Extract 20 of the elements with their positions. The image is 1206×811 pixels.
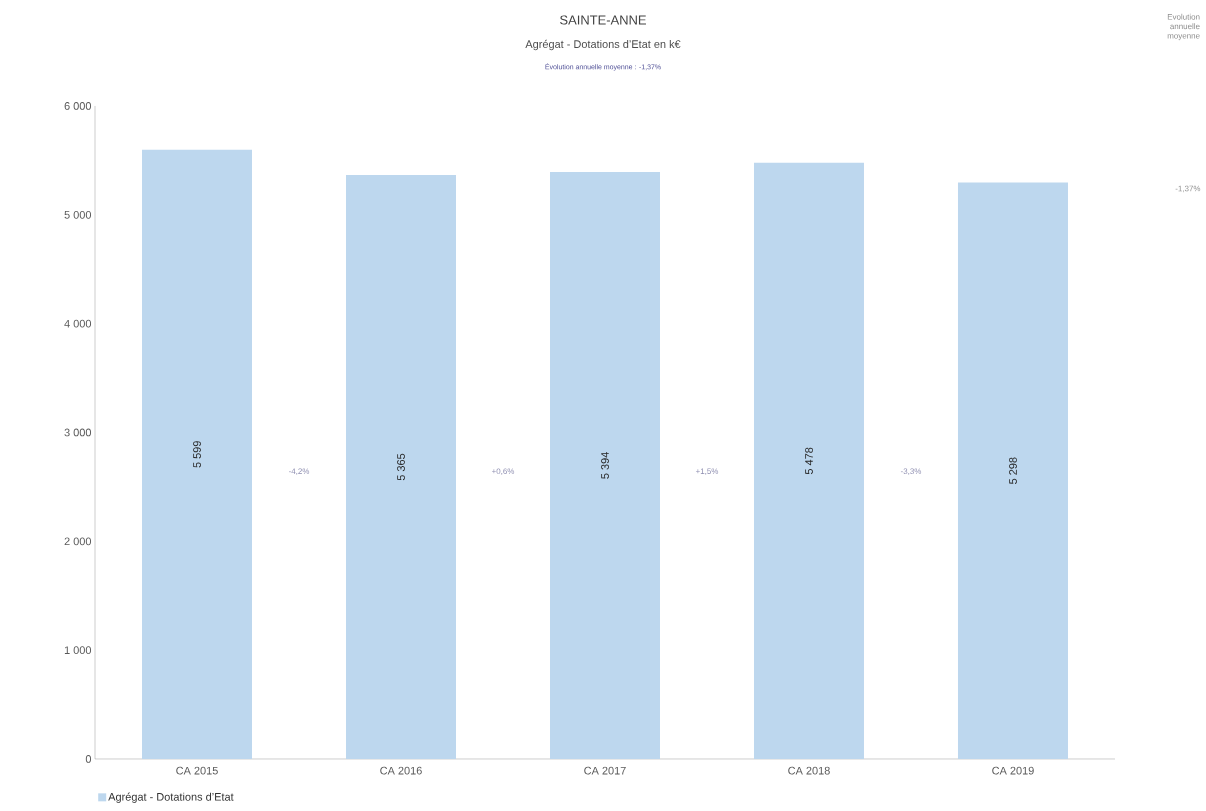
data-label: 5 298: [1009, 457, 1017, 484]
y-tick-label: 1 000: [64, 646, 92, 655]
y-tick-label: 2 000: [64, 537, 92, 546]
x-tick-label: CA 2019: [992, 766, 1034, 775]
x-tick-label: CA 2016: [380, 766, 422, 775]
data-label: 5 478: [805, 447, 813, 475]
x-tick-label: CA 2015: [176, 766, 218, 775]
x-tick-label: CA 2018: [788, 766, 830, 775]
y-tick-label: 4 000: [64, 319, 92, 328]
x-tick-label: CA 2017: [584, 766, 626, 775]
y-tick-label: 0: [85, 755, 92, 763]
y-tick-label: 3 000: [64, 428, 92, 437]
y-tick-label: 5 000: [64, 210, 92, 219]
chart-subtitle: Agrégat - Dotations d’Etat en k€: [525, 39, 681, 51]
data-label: 5 365: [397, 453, 405, 481]
data-label: 5 599: [193, 441, 201, 468]
chart-title: SAINTE-ANNE: [560, 15, 646, 25]
legend-label: Agrégat - Dotations d’Etat: [108, 792, 234, 803]
y-tick-label: 6 000: [64, 102, 92, 110]
data-label: 5 394: [601, 452, 609, 479]
